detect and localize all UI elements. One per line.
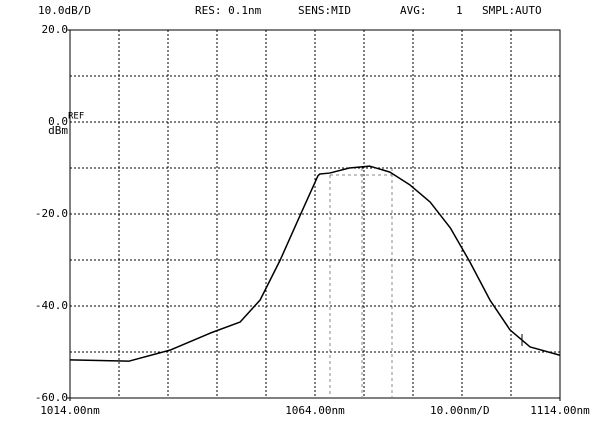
- header-text: RES: 0.1nm: [195, 4, 262, 17]
- y-tick-label: -40.0: [35, 299, 68, 312]
- y-tick-label: 0.0: [48, 115, 68, 128]
- x-tick-label: 1014.00nm: [40, 404, 100, 417]
- spectrum-trace: [69, 165, 561, 362]
- ref-label: REF: [68, 112, 84, 122]
- header-text: 1: [456, 4, 463, 17]
- y-unit: dBm: [48, 124, 68, 137]
- x-tick-label: 1114.00nm: [530, 404, 590, 417]
- header-text: 10.0dB/D: [38, 4, 91, 17]
- x-tick-label: 1064.00nm: [285, 404, 345, 417]
- header-text: SMPL:AUTO: [482, 4, 542, 17]
- header-text: SENS:MID: [298, 4, 351, 17]
- y-tick-label: -60.0: [35, 391, 68, 404]
- y-tick-label: 20.0: [42, 23, 69, 36]
- y-tick-label: -20.0: [35, 207, 68, 220]
- header-text: AVG:: [400, 4, 427, 17]
- span-label: 10.00nm/D: [430, 404, 490, 417]
